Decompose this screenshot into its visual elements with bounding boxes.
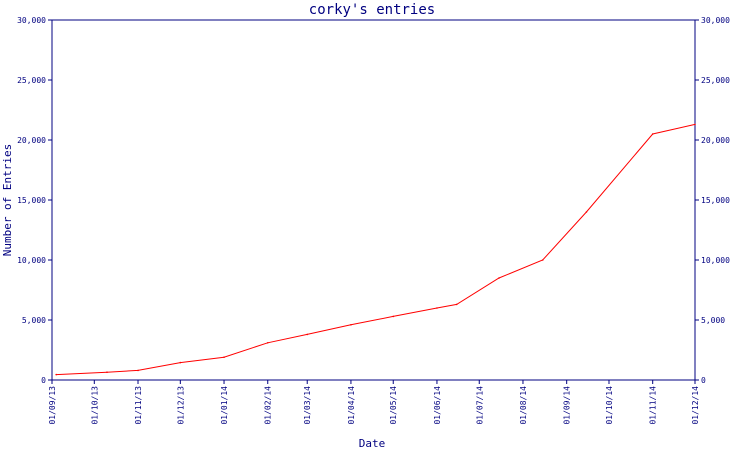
y-tick-label-left: 25,000 bbox=[17, 76, 46, 85]
series-line bbox=[56, 123, 696, 376]
y-tick-label-right: 15,000 bbox=[701, 196, 730, 205]
x-tick-label: 01/05/14 bbox=[389, 386, 398, 425]
data-point bbox=[436, 307, 438, 309]
data-point bbox=[223, 356, 225, 359]
data-point bbox=[498, 277, 500, 279]
x-tick-label: 01/11/14 bbox=[649, 386, 658, 425]
data-point bbox=[585, 211, 588, 213]
data-point bbox=[55, 373, 58, 376]
y-tick-label-left: 10,000 bbox=[17, 256, 46, 265]
x-tick-label: 01/10/14 bbox=[605, 386, 614, 425]
data-point bbox=[179, 361, 182, 364]
y-tick-label-right: 5,000 bbox=[701, 316, 725, 325]
y-tick-label-left: 15,000 bbox=[17, 196, 46, 205]
y-tick-label-right: 0 bbox=[701, 376, 706, 385]
plot-area: 0 0 5,000 5,000 10,000 10,000 15,000 15,000 20,0… bbox=[17, 16, 730, 425]
x-tick-label: 01/09/13 bbox=[48, 386, 57, 425]
data-point bbox=[306, 333, 309, 336]
data-point bbox=[106, 371, 108, 374]
x-tick-label: 01/07/14 bbox=[475, 386, 484, 425]
data-point bbox=[392, 315, 395, 318]
y-tick-label-left: 5,000 bbox=[22, 316, 46, 325]
x-tick-label: 01/08/14 bbox=[519, 386, 528, 425]
y-tick-label-right: 20,000 bbox=[701, 136, 730, 145]
data-point bbox=[651, 133, 654, 135]
y-tick-label-right: 10,000 bbox=[701, 256, 730, 265]
y-tick-label-left: 30,000 bbox=[17, 16, 46, 25]
x-tick-label: 01/04/14 bbox=[347, 386, 356, 425]
data-point bbox=[541, 259, 544, 261]
data-point bbox=[137, 369, 139, 372]
x-tick-label: 01/02/14 bbox=[264, 386, 273, 425]
x-tick-label: 01/10/13 bbox=[90, 386, 99, 425]
data-point bbox=[266, 342, 269, 344]
data-point bbox=[694, 123, 696, 126]
y-tick-label-right: 30,000 bbox=[701, 16, 730, 25]
x-tick-label: 01/11/13 bbox=[134, 386, 143, 425]
chart-title: corky's entries bbox=[309, 2, 435, 18]
x-tick-label: 01/12/14 bbox=[691, 386, 700, 425]
data-point bbox=[455, 303, 458, 306]
data-point bbox=[350, 324, 352, 326]
x-tick-label: 01/06/14 bbox=[433, 386, 442, 425]
y-tick-label-right: 25,000 bbox=[701, 76, 730, 85]
x-tick-label: 01/09/14 bbox=[563, 386, 572, 425]
x-tick-label: 01/01/14 bbox=[220, 386, 229, 425]
y-tick-label-left: 0 bbox=[41, 376, 46, 385]
x-tick-label: 01/12/13 bbox=[176, 386, 185, 425]
y-axis-label: Number of Entries bbox=[1, 144, 14, 257]
x-tick-label: 01/03/14 bbox=[303, 386, 312, 425]
x-axis-label: Date bbox=[359, 437, 386, 450]
y-tick-label-left: 20,000 bbox=[17, 136, 46, 145]
